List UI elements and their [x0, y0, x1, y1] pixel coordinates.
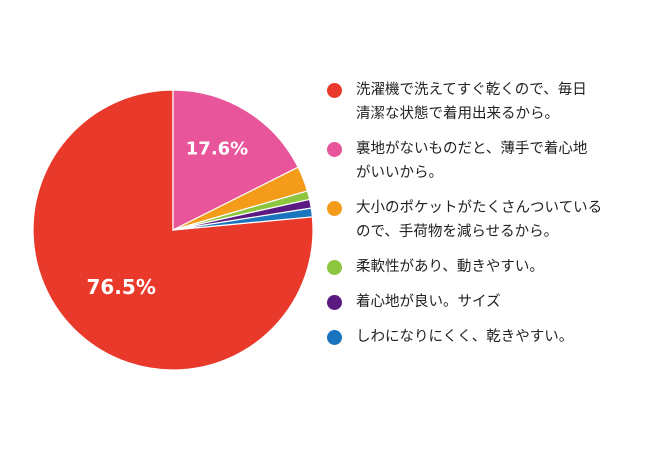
legend-label-4: 柔軟性があり、動きやすい。 — [356, 259, 544, 275]
legend-label-5: 着心地が良い。サイズ — [356, 294, 501, 310]
pie-slice-2 — [172, 89, 299, 231]
pie-slices — [32, 89, 314, 371]
legend-label-2: 裏地がないものだと、薄手で着心地 がいいから。 — [356, 141, 588, 181]
legend-item-2: 裏地がないものだと、薄手で着心地 がいいから。 — [326, 137, 636, 185]
legend-item-3: 大小のポケットがたくさんついている ので、手荷物を減らせるから。 — [326, 196, 636, 244]
legend-marker-3 — [327, 201, 342, 216]
legend-item-6: しわになりにくく、乾きやすい。 — [326, 325, 636, 349]
legend-marker-1 — [327, 83, 342, 98]
legend: 洗濯機で洗えてすぐ乾くので、毎日 清潔な状態で着用出来るから。 裏地がないものだと… — [326, 78, 636, 349]
legend-item-5: 着心地が良い。サイズ — [326, 290, 636, 314]
legend-item-1: 洗濯機で洗えてすぐ乾くので、毎日 清潔な状態で着用出来るから。 — [326, 78, 636, 126]
pie-slice-6 — [172, 207, 314, 231]
legend-label-6: しわになりにくく、乾きやすい。 — [356, 329, 574, 345]
legend-marker-6 — [327, 330, 342, 345]
legend-marker-2 — [327, 142, 342, 157]
legend-marker-4 — [327, 260, 342, 275]
legend-item-4: 柔軟性があり、動きやすい。 — [326, 255, 636, 279]
pie-slice-1-label: 76.5% — [86, 275, 155, 299]
legend-label-1: 洗濯機で洗えてすぐ乾くので、毎日 清潔な状態で着用出来るから。 — [356, 82, 587, 122]
legend-marker-5 — [327, 295, 342, 310]
pie-slice-2-label: 17.6% — [186, 138, 248, 159]
legend-label-3: 大小のポケットがたくさんついている ので、手荷物を減らせるから。 — [356, 200, 603, 240]
pie-labels: 76.5% 17.6% — [86, 138, 248, 298]
pie-slice-1 — [32, 89, 314, 371]
